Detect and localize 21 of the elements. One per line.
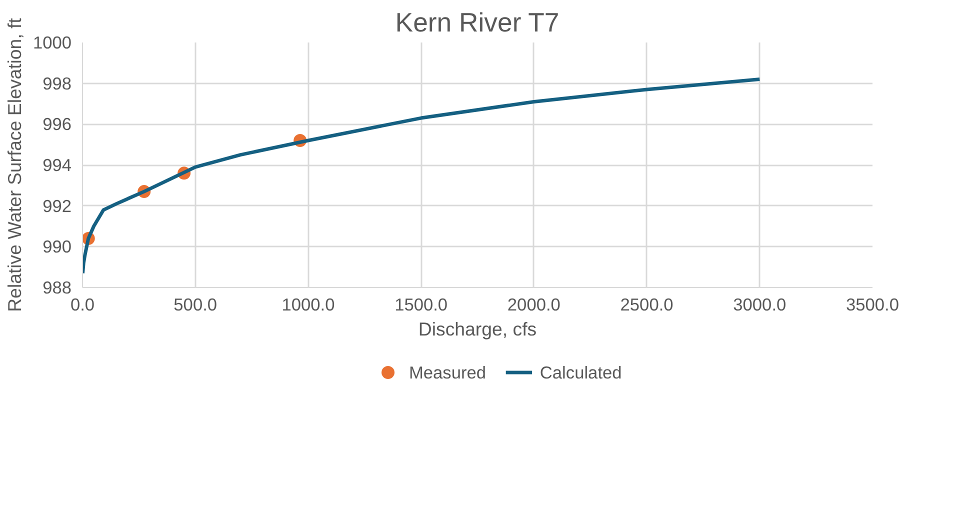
x-tick-label: 1500.0 bbox=[394, 294, 448, 314]
y-tick-label: 992 bbox=[42, 196, 72, 216]
x-tick-label: 1000.0 bbox=[282, 294, 335, 314]
y-tick-label: 996 bbox=[42, 114, 72, 134]
y-tick-label: 998 bbox=[42, 73, 72, 94]
x-tick-label: 2500.0 bbox=[620, 294, 674, 314]
legend-label: Calculated bbox=[540, 362, 622, 382]
legend-label: Measured bbox=[408, 362, 486, 382]
x-tick-label: 0.0 bbox=[70, 294, 95, 314]
y-tick-label: 1000 bbox=[32, 32, 72, 52]
line-series bbox=[82, 78, 762, 275]
y-axis-title: Relative Water Surface Elevation, ft bbox=[4, 17, 25, 312]
y-tick-label: 994 bbox=[42, 155, 72, 175]
chart-title: Kern River T7 bbox=[395, 8, 560, 38]
y-tick-label: 988 bbox=[42, 278, 72, 298]
x-tick-label: 3000.0 bbox=[733, 294, 786, 314]
x-tick-label: 500.0 bbox=[174, 294, 218, 314]
y-tick-label: 990 bbox=[42, 236, 72, 257]
x-axis-title: Discharge, cfs bbox=[418, 318, 537, 340]
x-tick-label: 3500.0 bbox=[846, 294, 899, 314]
x-tick-label: 2000.0 bbox=[507, 294, 560, 314]
